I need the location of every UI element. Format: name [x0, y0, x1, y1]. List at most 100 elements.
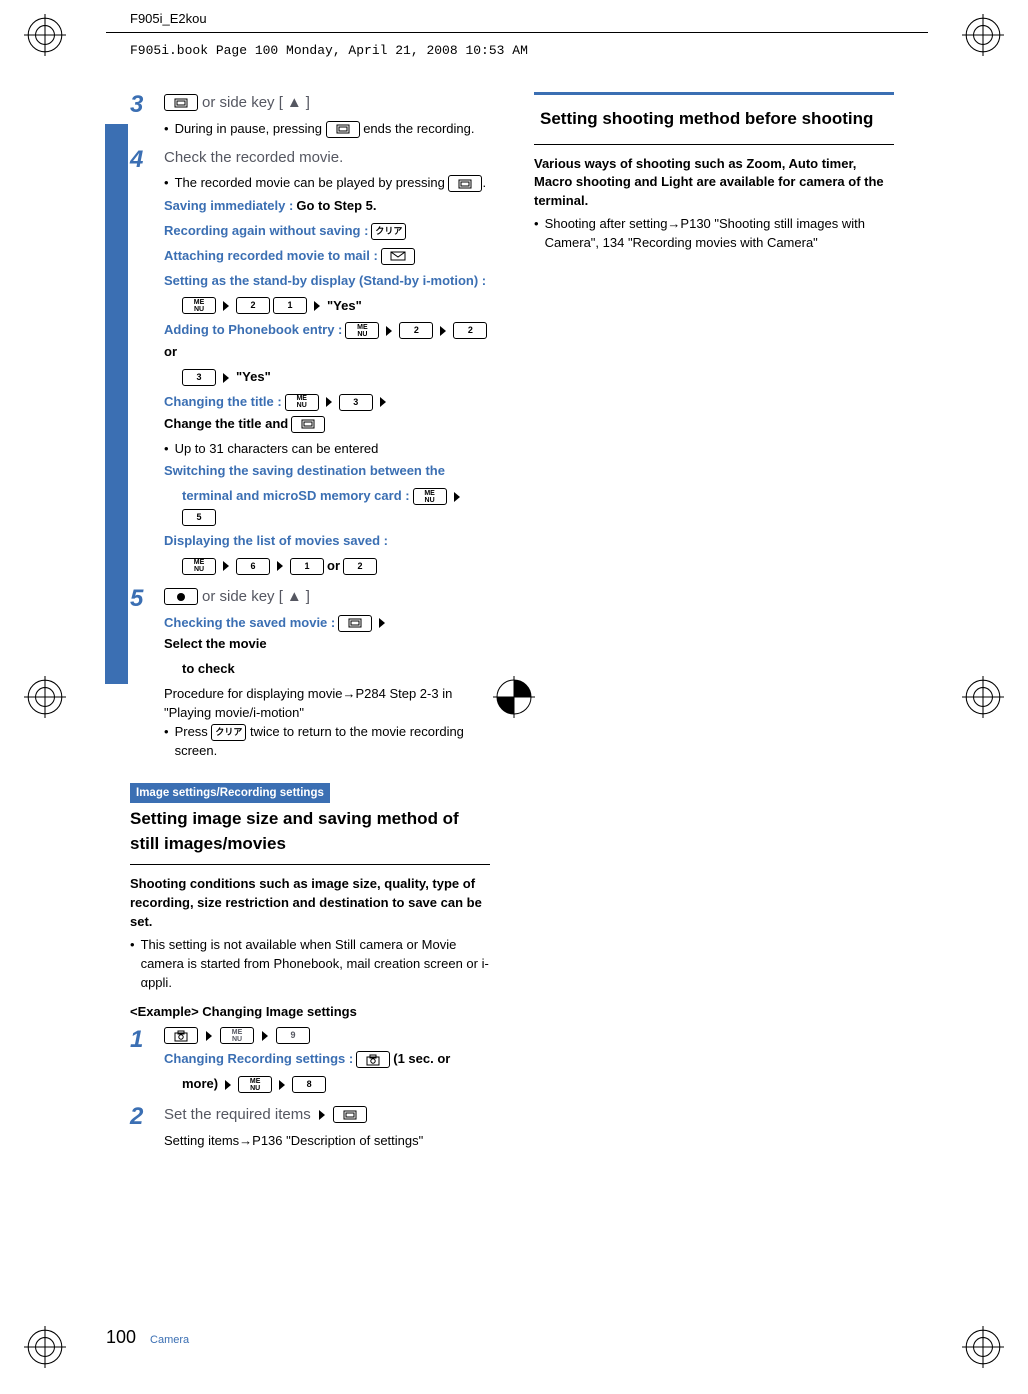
displaying-label: Displaying the list of movies saved :: [164, 532, 388, 551]
attaching-label: Attaching recorded movie to mail :: [164, 247, 378, 266]
page-number: 100: [106, 1324, 136, 1350]
arrow-right-icon: [223, 301, 229, 311]
checking-action-b: to check: [182, 660, 235, 679]
bullet-dot: •: [164, 440, 169, 459]
menu-key-icon: MENU: [238, 1076, 272, 1093]
section-band: Image settings/Recording settings: [130, 783, 330, 804]
step-number: 5: [130, 586, 152, 765]
setting-standby-label: Setting as the stand-by display (Stand-b…: [164, 272, 486, 291]
key-2-icon: 2: [453, 322, 487, 339]
camera-key-icon: [356, 1051, 390, 1068]
step4-bullet1a: The recorded movie can be played by pres…: [175, 175, 449, 190]
center-key-icon: [164, 588, 198, 605]
key-2-icon: 2: [343, 558, 377, 575]
menu-key-icon: MENU: [413, 488, 447, 505]
key-8-icon: 8: [292, 1076, 326, 1093]
checking-action-a: Select the movie: [164, 635, 267, 654]
key-6-icon: 6: [236, 558, 270, 575]
step5-head-b: ]: [306, 586, 310, 608]
step-4: 4 Check the recorded movie. • The record…: [130, 147, 490, 582]
step3-head-b: ]: [306, 92, 310, 114]
arrow-right-icon: [454, 492, 460, 502]
changing-action: Change the title and: [164, 415, 288, 434]
menu-key-icon: MENU: [345, 322, 379, 339]
ex2-head: Set the required items: [164, 1104, 311, 1126]
step3-bullet-b: ends the recording.: [360, 121, 475, 136]
saving-label: Saving immediately :: [164, 197, 293, 216]
display-key-icon: [291, 416, 325, 433]
step3-head-a: or side key [: [202, 92, 283, 114]
menu-key-icon: MENU: [182, 297, 216, 314]
changing-action-b: more): [182, 1075, 218, 1094]
adding-or: or: [164, 343, 177, 362]
header-rule: [106, 32, 928, 33]
key-2-icon: 2: [236, 297, 270, 314]
clear-key-icon: クリア: [211, 724, 246, 741]
arrow-right-icon: [279, 1080, 285, 1090]
display-key-icon: [338, 615, 372, 632]
arrow-right-icon: [440, 326, 446, 336]
mail-key-icon: [381, 248, 415, 265]
accent-rule: [534, 92, 894, 95]
step4-bullet1b: .: [482, 175, 486, 190]
arrow-right-icon: [319, 1110, 325, 1120]
adding-label: Adding to Phonebook entry :: [164, 321, 342, 340]
bullet-dot: •: [534, 215, 539, 253]
display-key-icon: [326, 121, 360, 138]
arrow-right-icon: [223, 561, 229, 571]
checking-label: Checking the saved movie :: [164, 614, 335, 633]
arrow-right-icon: [379, 618, 385, 628]
saving-action: Go to Step 5.: [296, 197, 376, 216]
arrow-right-icon: [206, 1031, 212, 1041]
step5-head-a: or side key [: [202, 586, 283, 608]
registration-mark: [24, 14, 66, 56]
step-5: 5 or side key [▲] Checking the saved mov…: [130, 586, 490, 765]
changing-recording-label: Changing Recording settings :: [164, 1050, 353, 1069]
arrow-right-icon: [314, 301, 320, 311]
key-1-icon: 1: [290, 558, 324, 575]
arrow-right-icon: [225, 1080, 231, 1090]
changing-title-label: Changing the title :: [164, 393, 282, 412]
page-section: Camera: [150, 1333, 189, 1349]
bullet-dot: •: [164, 120, 169, 139]
setting-yes: "Yes": [327, 297, 362, 316]
clear-key-icon: クリア: [371, 223, 406, 240]
arrow-right-icon: [326, 397, 332, 407]
key-5-icon: 5: [182, 509, 216, 526]
section-bullet: This setting is not available when Still…: [141, 936, 490, 993]
display-key-icon: [333, 1106, 367, 1123]
example-label: <Example> Changing Image settings: [130, 1003, 490, 1022]
adding-yes: "Yes": [236, 368, 271, 387]
step-3: 3 or side key [▲] • During in pause, pre…: [130, 92, 490, 143]
header-filename: F905i_E2kou: [130, 10, 207, 29]
display-key-icon: [448, 175, 482, 192]
key-1-icon: 1: [273, 297, 307, 314]
step4-head: Check the recorded movie.: [164, 147, 343, 169]
section-rule: [130, 864, 490, 865]
bullet-dot: •: [164, 723, 169, 761]
changing-action-a: (1 sec. or: [393, 1050, 450, 1069]
menu-key-icon: MENU: [182, 558, 216, 575]
up-triangle-icon: ▲: [287, 586, 302, 608]
bullet-dot: •: [130, 936, 135, 993]
menu-key-icon: MENU: [220, 1027, 254, 1044]
up-triangle-icon: ▲: [287, 92, 302, 114]
arrow-right-icon: [223, 373, 229, 383]
bullet-dot: •: [164, 174, 169, 193]
example-step-2: 2 Set the required items Setting items→P…: [130, 1104, 490, 1151]
header-bookinfo: F905i.book Page 100 Monday, April 21, 20…: [130, 42, 528, 61]
registration-mark: [24, 676, 66, 718]
section-para: Shooting conditions such as image size, …: [130, 875, 490, 932]
displaying-or: or: [327, 557, 340, 576]
procedure-text: Procedure for displaying movie→P284 Step…: [164, 685, 490, 723]
step-number: 3: [130, 92, 152, 143]
right-column: Setting shooting method before shooting …: [534, 92, 894, 1155]
page-footer: 100 Camera: [106, 1324, 189, 1350]
step-number: 4: [130, 147, 152, 582]
section-rule: [534, 144, 894, 145]
key-3-icon: 3: [339, 394, 373, 411]
right-bullet: Shooting after setting→P130 "Shooting st…: [545, 215, 894, 253]
registration-mark: [962, 676, 1004, 718]
registration-mark: [24, 1326, 66, 1368]
right-section-title: Setting shooting method before shooting: [534, 97, 894, 142]
